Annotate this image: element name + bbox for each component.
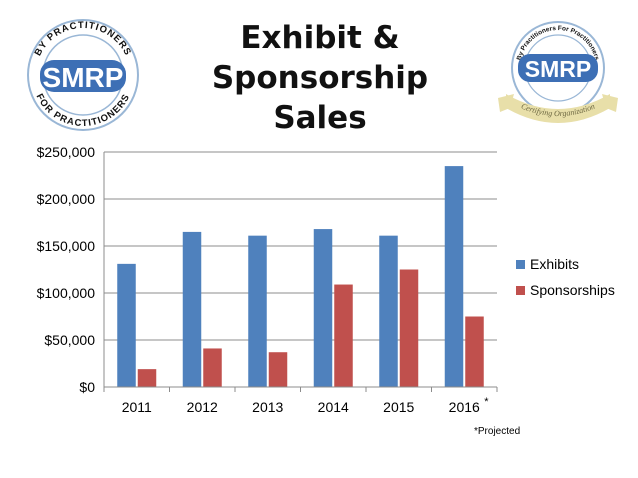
legend-swatch-sponsorships [516, 286, 525, 295]
x-tick-label: 2012 [187, 399, 218, 415]
logo-right-band [518, 54, 598, 82]
x-tick-label: 2013 [252, 399, 283, 415]
y-tick-label: $250,000 [37, 144, 96, 160]
bar-sponsorships-2015 [399, 269, 419, 387]
y-tick-label: $0 [79, 379, 95, 395]
bar-exhibits-2012 [182, 231, 202, 387]
bar-exhibits-2014 [313, 229, 333, 387]
bar-exhibits-2016 [444, 166, 464, 387]
y-tick-label: $200,000 [37, 191, 96, 207]
legend-swatch-exhibits [516, 260, 525, 269]
y-tick-label: $50,000 [44, 332, 95, 348]
projected-marker: * [484, 396, 489, 408]
title-line-1: Exhibit & Sponsorship [211, 20, 429, 96]
legend-label-exhibits: Exhibits [530, 256, 579, 272]
smrp-logo-left: BY PRACTITIONERS FOR PRACTITIONERS SMRP [27, 19, 139, 131]
legend: Exhibits Sponsorships [516, 256, 615, 298]
x-tick-label: 2011 [122, 399, 152, 415]
title-line-2: Sales [273, 100, 367, 136]
bar-sponsorships-2012 [203, 348, 222, 387]
bar-sponsorships-2013 [268, 352, 288, 387]
bar-exhibits-2015 [379, 235, 398, 387]
x-tick-label: 2014 [318, 399, 349, 415]
bars-layer [117, 166, 484, 387]
legend-label-sponsorships: Sponsorships [530, 282, 615, 298]
bar-sponsorships-2011 [137, 369, 157, 387]
axis-layer: $0 $50,000 $100,000 $150,000 $200,000 $250,00… [37, 144, 498, 415]
y-tick-label: $100,000 [37, 285, 96, 301]
logo-left-band [40, 60, 126, 92]
logo-right-brand: SMRP [525, 56, 591, 82]
x-tick-label: 2016 [449, 399, 480, 415]
smrp-logo-right: By Practitioners For Practitioners SMRP … [498, 21, 618, 123]
y-tick-label: $150,000 [37, 238, 96, 254]
bar-sponsorships-2014 [334, 284, 353, 387]
x-tick-label: 2015 [383, 399, 414, 415]
bar-exhibits-2011 [117, 263, 136, 387]
bar-exhibits-2013 [248, 235, 267, 387]
bar-sponsorships-2016 [465, 316, 484, 387]
page-title: Exhibit & Sponsorship Sales [140, 18, 500, 138]
grid-layer [104, 151, 497, 341]
logo-left-brand: SMRP [43, 62, 124, 93]
footnote: *Projected [474, 426, 521, 437]
logo-right-ribbon [506, 94, 610, 123]
